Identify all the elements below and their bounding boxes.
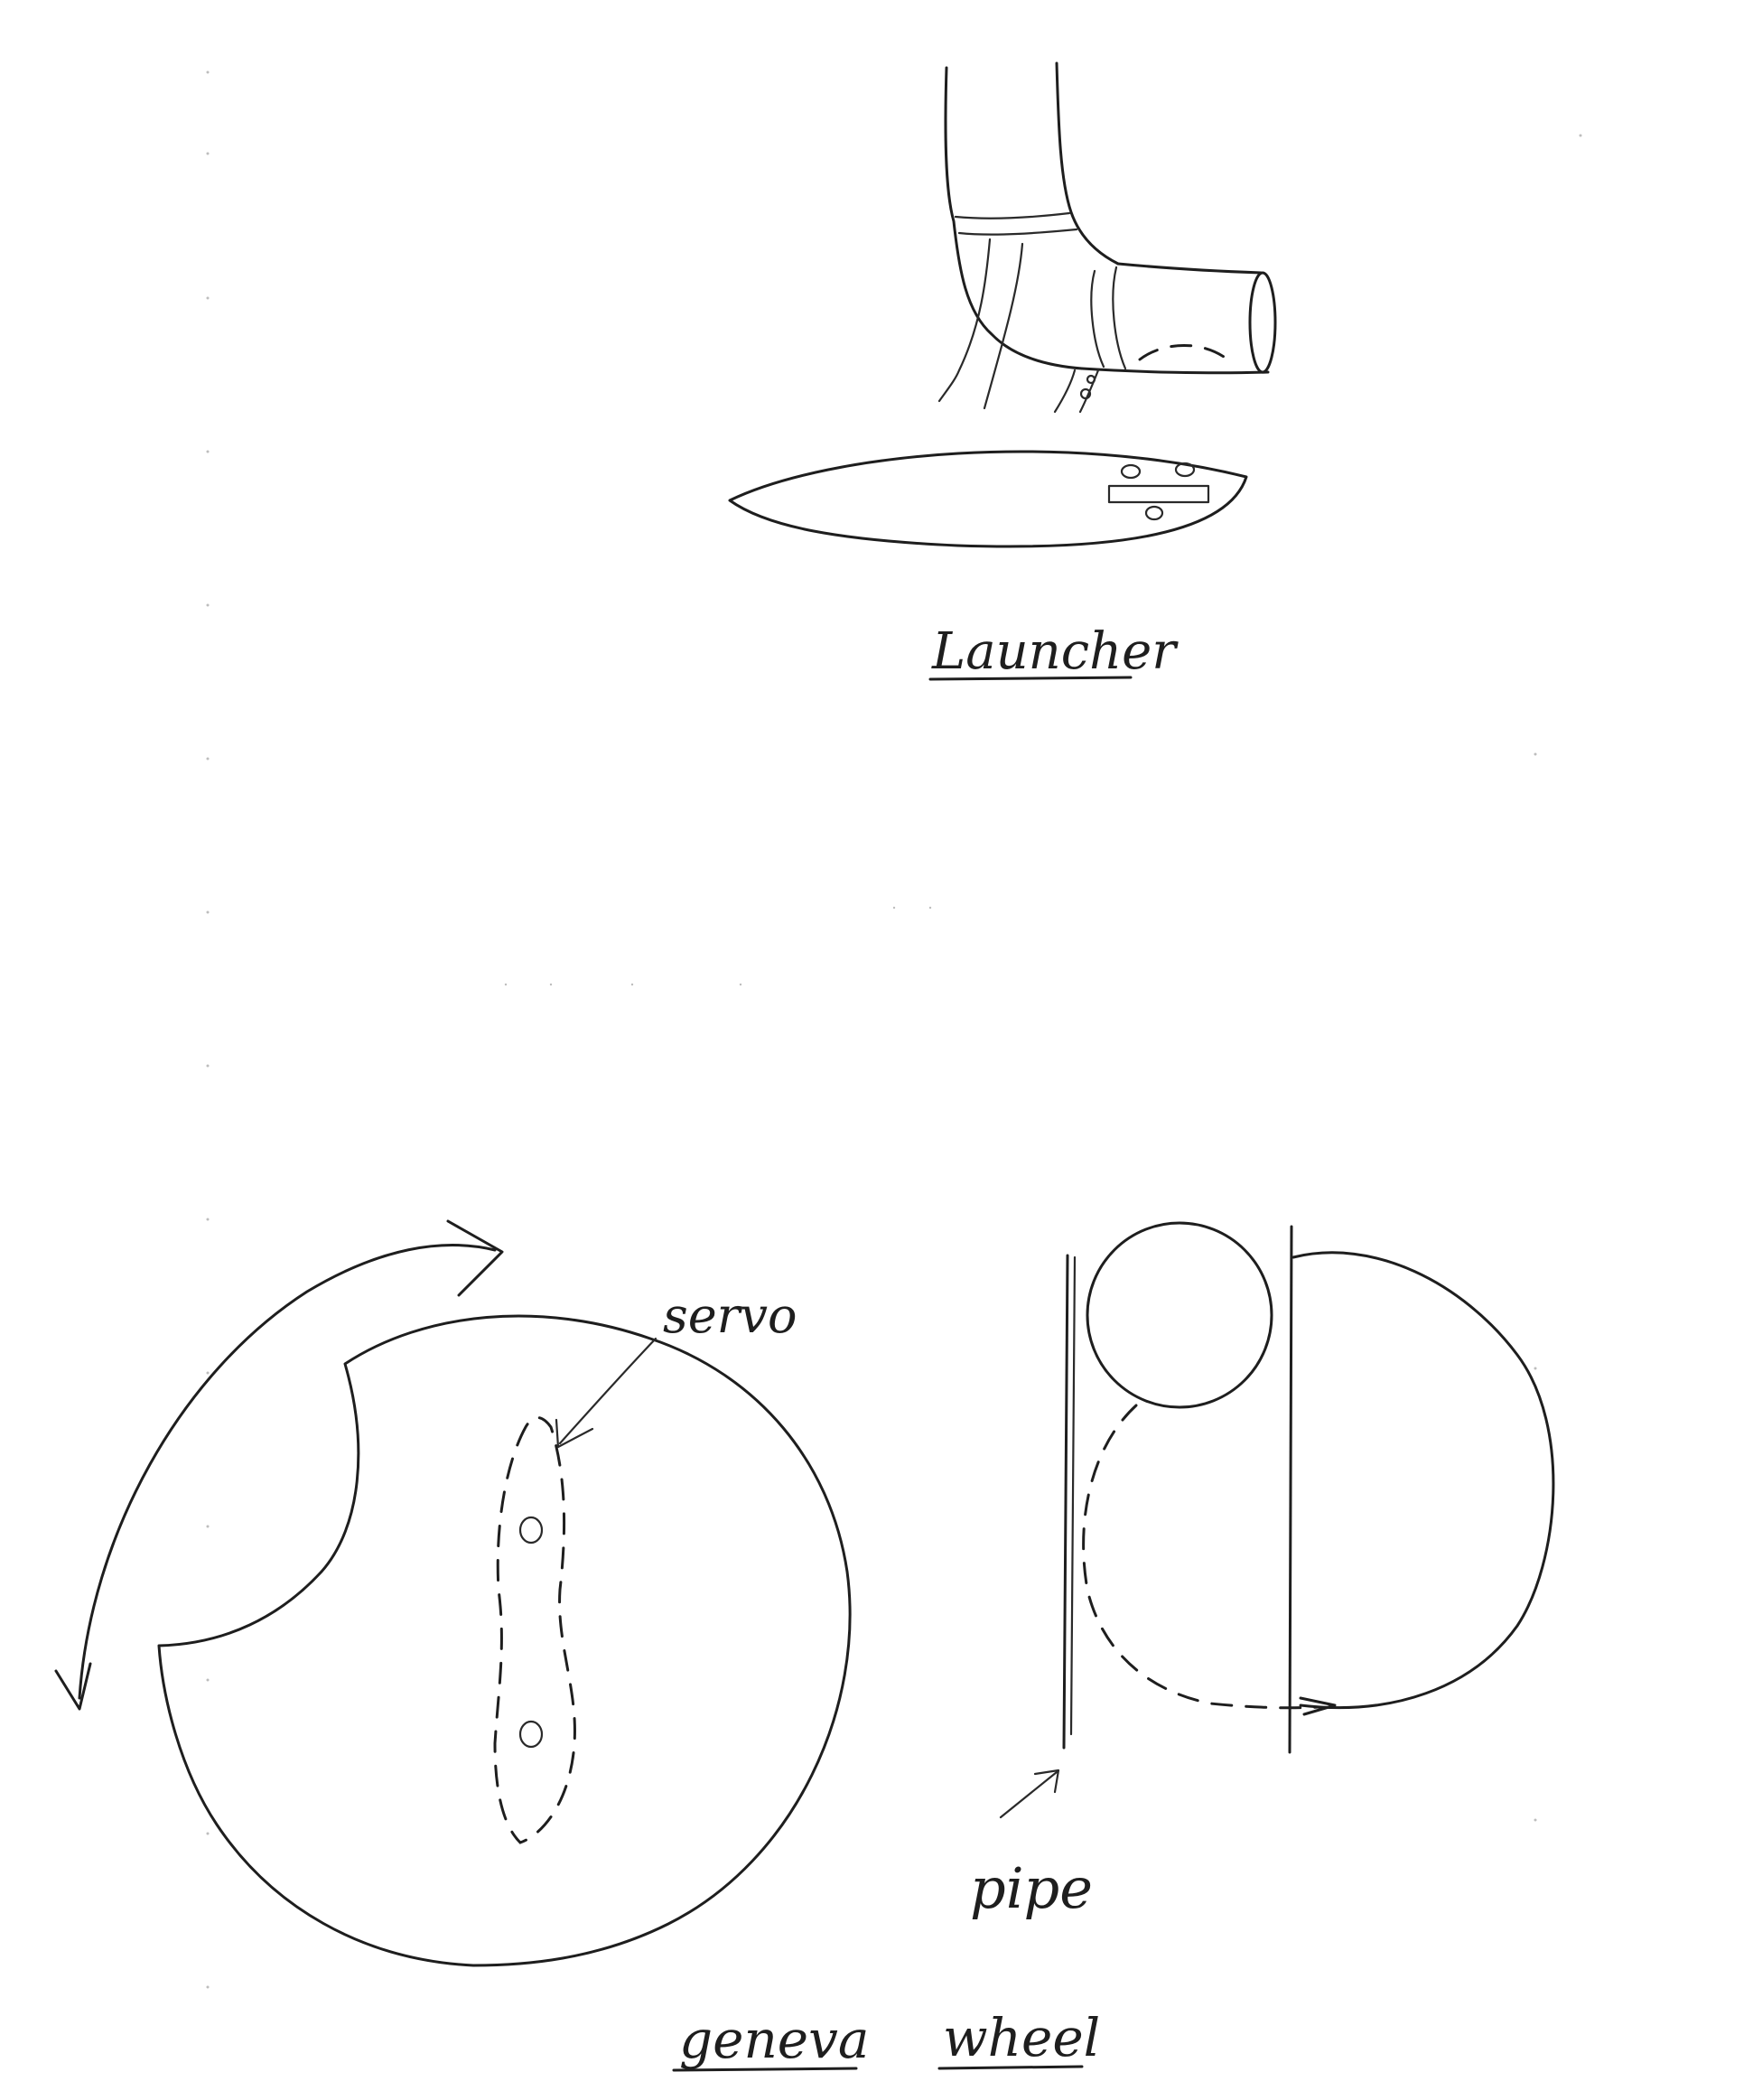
geneva-label: geneva	[679, 2009, 869, 2070]
launcher-drawing	[728, 61, 1277, 548]
servo-label: servo	[663, 1287, 797, 1344]
launcher-label: Launcher	[931, 622, 1179, 681]
launcher-underline	[928, 676, 1133, 681]
geneva-underline	[672, 2067, 858, 2072]
pipe-label: pipe	[970, 1855, 1093, 1921]
wheel-label: wheel	[943, 2007, 1100, 2068]
wheel-underline	[937, 2065, 1084, 2070]
scan-noise	[206, 70, 1582, 1989]
pipe-drawing	[999, 1221, 1555, 1819]
geneva-wheel-drawing	[54, 1219, 852, 1967]
